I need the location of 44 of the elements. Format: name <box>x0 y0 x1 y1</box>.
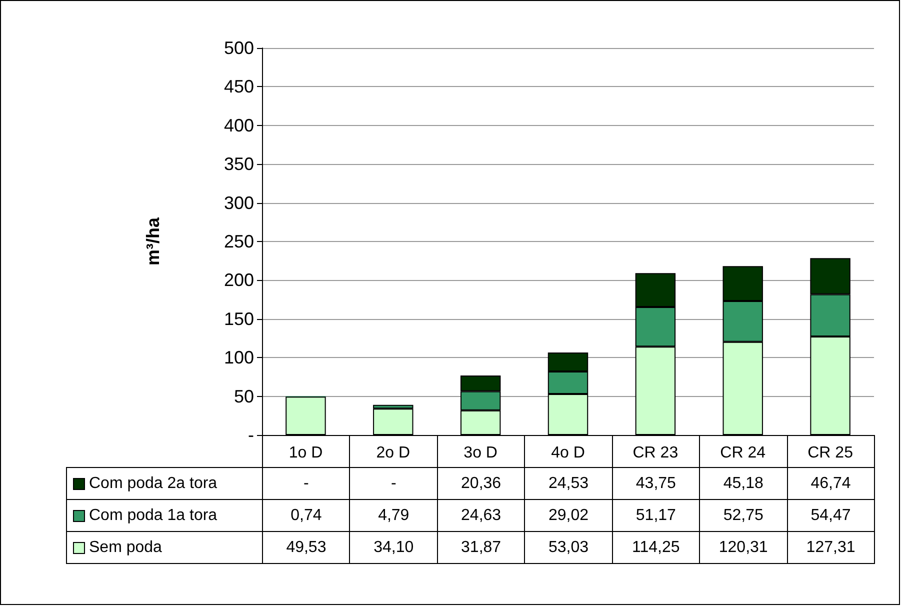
bar <box>373 408 414 435</box>
data-label: 4,79 <box>349 499 438 532</box>
y-tick-label: 200 <box>224 270 254 290</box>
data-label: 20,36 <box>436 467 526 500</box>
y-tick-label: 500 <box>224 38 254 58</box>
data-label: 43,75 <box>612 467 700 500</box>
data-label: 31,87 <box>436 531 526 564</box>
data-label: 114,25 <box>612 531 700 564</box>
y-tick-label: 350 <box>224 154 254 174</box>
y-axis-title: m³/ha <box>143 216 163 266</box>
y-tick-label: 300 <box>224 192 254 213</box>
data-label: 54,47 <box>786 499 875 532</box>
data-label: 127,31 <box>786 531 875 564</box>
data-label: 24,53 <box>524 467 613 500</box>
legend-label: Com poda 1a tora <box>66 499 263 532</box>
y-tick-label: 250 <box>224 232 254 252</box>
data-label: 24,63 <box>436 499 526 532</box>
y-tick-label: 100 <box>224 348 254 368</box>
legend-label: Sem poda <box>66 531 263 564</box>
data-label: 49,53 <box>262 531 350 564</box>
y-tick-label: 450 <box>224 76 254 97</box>
x-tick-label: 1o D <box>288 444 323 462</box>
x-tick-label: 2o D <box>376 444 410 462</box>
x-tick-label: 4o D <box>551 444 585 462</box>
x-tick-label: CR 23 <box>632 444 678 462</box>
data-label: 120,31 <box>699 531 788 564</box>
data-label: 0,74 <box>262 499 350 532</box>
data-label: 45,18 <box>699 467 788 500</box>
data-label: 46,74 <box>786 467 875 500</box>
y-tick-label: 400 <box>224 115 254 136</box>
x-tick-label: CR 25 <box>808 444 854 462</box>
x-tick-label: CR 24 <box>720 444 766 462</box>
y-tick-label: - <box>248 425 254 445</box>
data-label: 53,03 <box>524 531 613 564</box>
data-label: 34,10 <box>349 531 438 564</box>
legend-label: Com poda 2a tora <box>66 467 263 500</box>
data-label: 52,75 <box>699 499 788 532</box>
data-label: 29,02 <box>524 499 613 532</box>
x-tick-label: 3o D <box>464 444 498 462</box>
text: - <box>390 474 396 492</box>
y-tick-label: 50 <box>234 386 254 406</box>
y-tick-label: 150 <box>224 308 254 329</box>
data-label: 51,17 <box>612 499 700 532</box>
text: - <box>304 474 309 492</box>
